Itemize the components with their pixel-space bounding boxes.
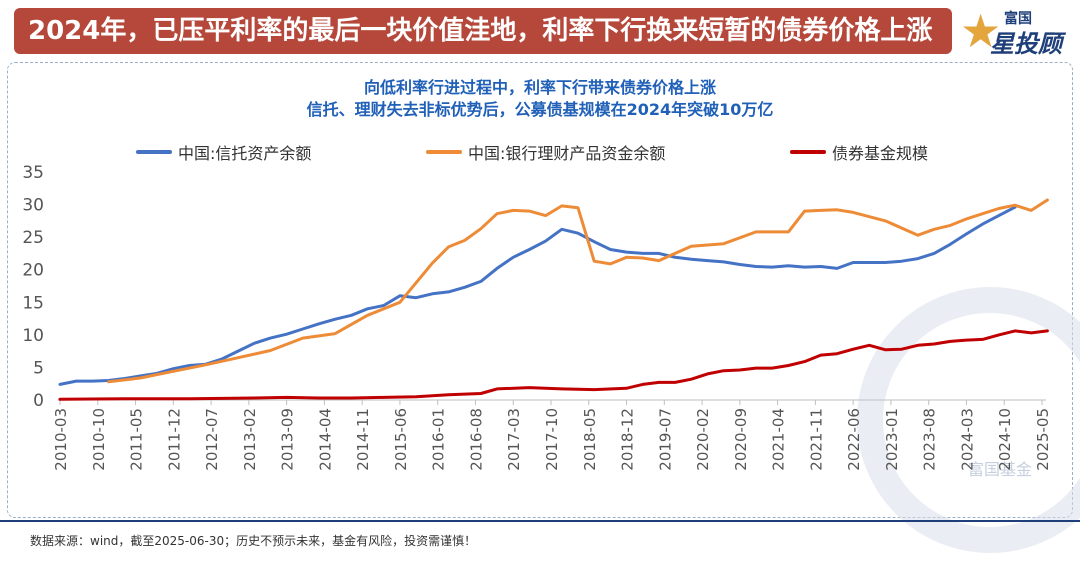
series-line-2 <box>58 329 1049 401</box>
x-tick-label: 2013-02 <box>241 408 259 471</box>
x-tick-label: 2015-06 <box>392 408 410 471</box>
series-line-1 <box>107 198 1049 384</box>
legend-swatch-trust <box>136 150 172 154</box>
x-tick-label: 2025-05 <box>1034 408 1052 471</box>
x-tick-label: 2018-05 <box>581 408 599 471</box>
x-tick-label: 2020-02 <box>694 408 712 471</box>
watermark-emblem <box>857 287 1080 553</box>
legend-swatch-bond <box>790 150 826 154</box>
legend-item-wealth: 中国:银行理财产品资金余额 <box>426 140 665 164</box>
chart-panel <box>7 62 1073 518</box>
x-tick-label: 2017-10 <box>543 408 561 471</box>
x-tick-label: 2019-07 <box>656 408 674 471</box>
x-tick-label: 2011-12 <box>165 408 183 471</box>
x-tick-label: 2010-10 <box>90 408 108 471</box>
y-tick-label: 5 <box>33 358 44 378</box>
logo-line2: 星投顾 <box>990 30 1062 58</box>
chart-legend: 中国:信托资产余额 中国:银行理财产品资金余额 债券基金规模 <box>0 140 1080 164</box>
y-tick-label: 30 <box>22 196 44 216</box>
x-tick-label: 2017-03 <box>505 408 523 471</box>
x-tick-label: 2011-05 <box>128 408 146 471</box>
watermark-circle <box>857 287 1080 553</box>
y-tick-label: 20 <box>22 261 44 281</box>
x-tick-label: 2022-06 <box>845 408 863 471</box>
series-line-0 <box>58 205 1017 386</box>
legend-label-wealth: 中国:银行理财产品资金余额 <box>468 144 666 163</box>
legend-label-bond: 债券基金规模 <box>832 144 929 163</box>
y-tick-label: 25 <box>22 228 44 248</box>
x-tick-label: 2021-11 <box>807 408 825 471</box>
legend-item-trust: 中国:信托资产余额 <box>136 140 311 164</box>
y-tick-label: 15 <box>22 293 44 313</box>
x-tick-label: 2023-08 <box>921 408 939 471</box>
x-tick-label: 2024-03 <box>958 408 976 471</box>
bottom-divider <box>0 520 1080 522</box>
x-tick-label: 2024-10 <box>996 408 1014 471</box>
watermark-text: 富国基金 <box>968 460 1032 479</box>
x-tick-label: 2010-03 <box>52 408 70 471</box>
y-tick-label: 0 <box>33 391 44 411</box>
x-tick-label: 2012-07 <box>203 408 221 471</box>
legend-swatch-wealth <box>426 150 462 154</box>
x-tick-label: 2013-09 <box>279 408 297 471</box>
x-tick-label: 2016-01 <box>430 408 448 471</box>
x-tick-label: 2014-04 <box>316 408 334 471</box>
y-tick-label: 10 <box>22 326 44 346</box>
page-title: 2024年，已压平利率的最后一块价值洼地，利率下行换来短暂的债券价格上涨 <box>14 8 952 54</box>
brand-logo: ★ 富国 星投顾 <box>960 4 1070 58</box>
x-tick-label: 2023-01 <box>883 408 901 471</box>
chart-subtitle-line1: 向低利率行进过程中，利率下行带来债券价格上涨 <box>363 78 716 97</box>
legend-item-bond: 债券基金规模 <box>790 140 928 164</box>
star-icon: ★ <box>960 4 1002 58</box>
x-tick-label: 2016-08 <box>467 408 485 471</box>
source-note: 数据来源：wind，截至2025-06-30；历史不预示未来，基金有风险，投资需… <box>30 534 477 548</box>
chart-subtitle-line2: 信托、理财失去非标优势后，公募债基规模在2024年突破10万亿 <box>306 100 774 119</box>
x-tick-label: 2021-04 <box>770 408 788 471</box>
legend-label-trust: 中国:信托资产余额 <box>178 144 312 163</box>
x-tick-label: 2020-09 <box>732 408 750 471</box>
x-tick-label: 2018-12 <box>619 408 637 471</box>
x-tick-label: 2014-11 <box>354 408 372 471</box>
y-tick-label: 35 <box>22 163 44 183</box>
logo-line1: 富国 <box>1004 11 1032 27</box>
